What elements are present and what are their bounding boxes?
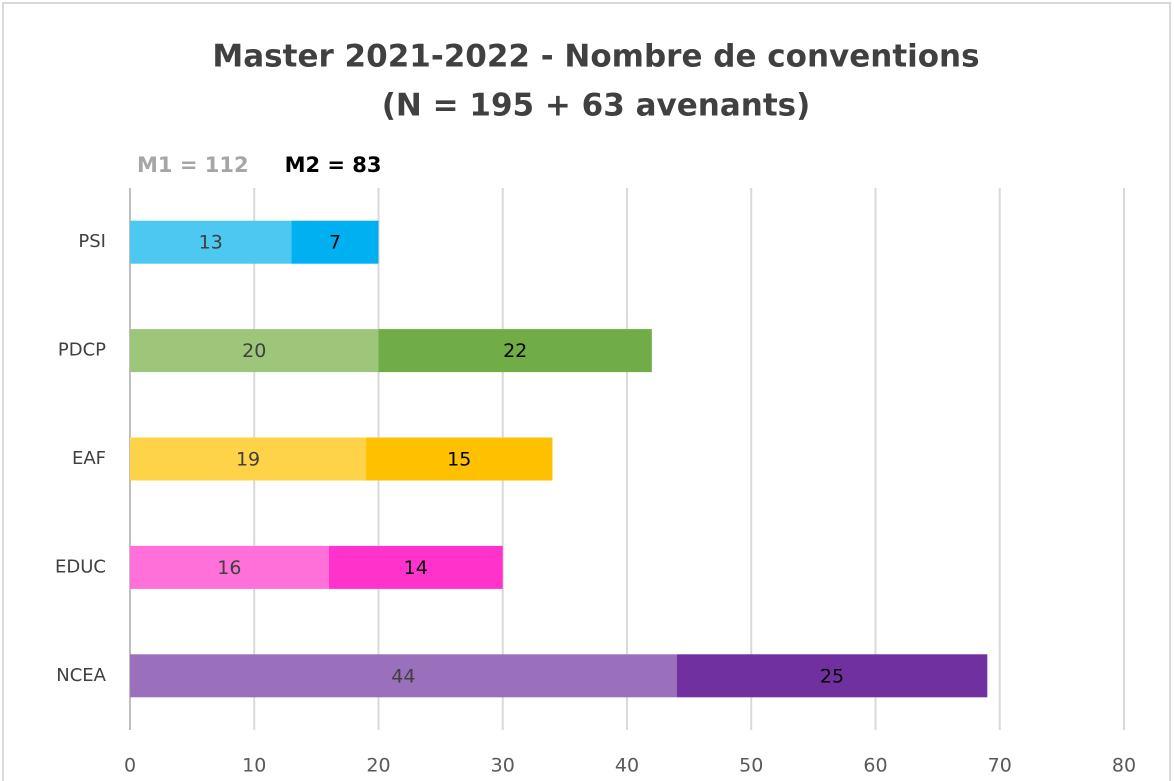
x-tick-label: 0 bbox=[124, 755, 136, 777]
category-label: PDCP bbox=[58, 340, 106, 361]
x-tick-label: 30 bbox=[491, 755, 515, 777]
legend-label: M2 = 83 bbox=[285, 153, 382, 177]
chart-subtitle: (N = 195 + 63 avenants) bbox=[382, 88, 811, 124]
x-tick-label: 60 bbox=[863, 755, 887, 777]
bar-segment bbox=[130, 654, 677, 698]
chart-title: Master 2021-2022 - Nombre de conventions bbox=[212, 39, 979, 75]
bar-segment bbox=[366, 437, 553, 481]
category-label: NCEA bbox=[56, 665, 106, 686]
bar-segment bbox=[130, 437, 367, 481]
x-tick-label: 40 bbox=[615, 755, 639, 777]
value-label: 19 bbox=[236, 449, 260, 471]
x-tick-label: 10 bbox=[242, 755, 266, 777]
value-label: 22 bbox=[503, 340, 527, 362]
x-tick-label: 70 bbox=[988, 755, 1012, 777]
bar-segment bbox=[130, 545, 329, 589]
x-tick-label: 80 bbox=[1112, 755, 1136, 777]
category-label: EAF bbox=[72, 448, 106, 469]
bar-segment bbox=[328, 545, 503, 589]
value-label: 15 bbox=[447, 449, 471, 471]
category-label: EDUC bbox=[55, 556, 106, 577]
bar-segment bbox=[130, 220, 292, 264]
value-label: 25 bbox=[820, 665, 844, 687]
legend-label: M1 = 112 bbox=[137, 153, 249, 177]
value-label: 16 bbox=[217, 557, 241, 579]
value-label: 44 bbox=[391, 665, 415, 687]
bar-segment bbox=[291, 220, 379, 264]
value-label: 7 bbox=[329, 232, 341, 254]
category-label: PSI bbox=[78, 231, 106, 252]
x-tick-label: 50 bbox=[739, 755, 763, 777]
bar-segment bbox=[378, 329, 652, 373]
value-label: 13 bbox=[199, 232, 223, 254]
value-label: 20 bbox=[242, 340, 266, 362]
bar-segment bbox=[130, 329, 379, 373]
value-label: 14 bbox=[404, 557, 428, 579]
x-tick-label: 20 bbox=[366, 755, 390, 777]
bar-segment bbox=[676, 654, 988, 698]
